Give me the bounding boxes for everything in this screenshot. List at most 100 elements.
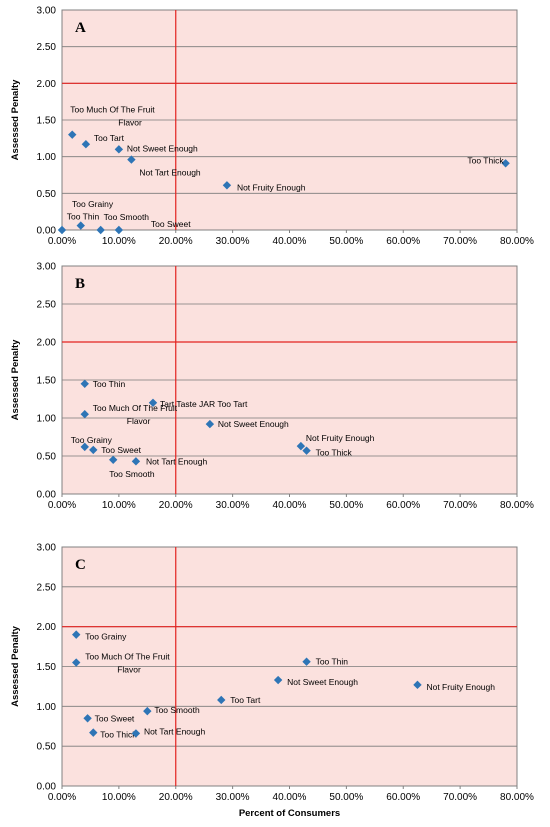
data-point-marker (114, 225, 124, 235)
x-tick-label: 70.00% (443, 792, 477, 803)
x-tick-label: 0.00% (48, 236, 76, 247)
y-tick-label: 3.00 (37, 262, 57, 273)
panel-letter: C (75, 557, 86, 573)
y-tick-label: 2.00 (37, 622, 57, 633)
data-point-label: Too Much Of The Fruit Flavor (93, 403, 178, 426)
x-tick-label: 30.00% (216, 792, 250, 803)
data-point-label: Not Tart Enough (139, 168, 201, 178)
data-point-label: Too Tart (94, 133, 125, 143)
y-axis-title: Assessed Penalty (10, 79, 21, 161)
data-point-marker (127, 155, 136, 164)
y-tick-label: 0.00 (37, 490, 57, 501)
x-tick-label: 80.00% (500, 500, 534, 511)
data-point-label: Too Thin (67, 212, 100, 222)
data-point-label: Too Smooth (154, 705, 200, 715)
data-point-marker (296, 441, 306, 451)
chart-panel-a: 0.00 0.50 1.00 1.50 2.00 2.50 3.00 0.00% 10.00% 2… (10, 6, 534, 248)
data-point-marker (114, 145, 124, 154)
x-tick-label: 50.00% (329, 236, 363, 247)
x-tick-label: 0.00% (48, 500, 76, 511)
data-point-marker (131, 457, 141, 466)
y-tick-label: 3.00 (37, 6, 57, 17)
data-point-label: Too Much Of The Fruit Flavor (70, 105, 155, 128)
data-point-marker (57, 225, 67, 235)
y-tick-label: 0.50 (37, 189, 57, 200)
data-point-marker (76, 221, 85, 230)
y-tick-label: 2.00 (37, 79, 57, 90)
x-tick-label: 60.00% (386, 500, 420, 511)
data-point-label: Too Much Of The Fruit Flavor (85, 652, 170, 675)
data-point-label: Not Tart Enough (146, 456, 208, 466)
y-tick-label: 0.00 (37, 782, 57, 793)
x-tick-label: 60.00% (386, 236, 420, 247)
data-point-label: Not Sweet Enough (287, 677, 358, 687)
data-point-marker (80, 442, 89, 452)
data-point-marker (68, 130, 77, 139)
x-tick-label: 80.00% (500, 236, 534, 247)
data-point-label: Too Thin (93, 379, 126, 389)
y-tick-label: 1.50 (37, 116, 57, 127)
data-point-marker (108, 455, 118, 464)
data-point-label: Not Fruity Enough (306, 433, 375, 443)
y-axis-title: Assessed Penalty (10, 625, 21, 707)
data-point-label: Too Smooth (104, 212, 150, 222)
x-tick-label: 50.00% (329, 500, 363, 511)
data-point-label: Too Grainy (71, 435, 113, 445)
x-tick-label: 40.00% (273, 500, 307, 511)
y-tick-label: 3.00 (37, 543, 57, 554)
data-point-label: Too Smooth (109, 469, 155, 479)
y-tick-label: 1.50 (37, 376, 57, 387)
data-point-marker (222, 181, 232, 190)
data-point-label: Too Sweet (101, 445, 141, 455)
y-tick-label: 2.50 (37, 582, 57, 593)
y-tick-label: 1.00 (37, 702, 57, 713)
x-tick-label: 10.00% (102, 236, 136, 247)
y-tick-label: 2.50 (37, 300, 57, 311)
data-point-label: Too Thick (100, 730, 137, 740)
chart-panel-b: 0.00 0.50 1.00 1.50 2.00 2.50 3.00 0.00% 10.00% 2… (10, 262, 534, 512)
data-point-label: Too Thin (316, 657, 349, 667)
y-axis-title: Assessed Penalty (10, 339, 21, 421)
x-tick-label: 30.00% (216, 500, 250, 511)
data-point-marker (80, 410, 89, 419)
x-tick-label: 20.00% (159, 236, 193, 247)
x-tick-label: 0.00% (48, 792, 76, 803)
data-point-label: Tart Taste JAR Too Tart (160, 399, 248, 409)
x-tick-label: 40.00% (273, 792, 307, 803)
x-tick-label: 80.00% (500, 792, 534, 803)
x-axis-title: Percent of Consumers (239, 808, 340, 819)
data-point-marker (148, 398, 158, 407)
x-tick-label: 10.00% (102, 500, 136, 511)
data-point-label: Too Grainy (72, 199, 114, 209)
panel-letter: A (75, 20, 86, 36)
data-point-marker (81, 140, 91, 149)
data-point-marker (89, 728, 98, 737)
data-point-label: Not Sweet Enough (218, 419, 289, 429)
chart-panel-c: 0.00 0.50 1.00 1.50 2.00 2.50 3.00 0.00% 10.00% 2… (10, 543, 534, 820)
y-tick-label: 1.50 (37, 662, 57, 673)
x-tick-label: 30.00% (216, 236, 250, 247)
y-tick-label: 2.00 (37, 338, 57, 349)
data-point-marker (143, 706, 152, 716)
x-tick-label: 60.00% (386, 792, 420, 803)
data-point-marker (413, 680, 422, 690)
data-point-label: Too Tart (230, 695, 261, 705)
data-point-marker (217, 695, 226, 705)
y-tick-label: 0.50 (37, 742, 57, 753)
data-point-marker (205, 419, 215, 429)
x-tick-label: 40.00% (273, 236, 307, 247)
x-tick-label: 20.00% (159, 792, 193, 803)
panel-letter: B (75, 276, 85, 292)
data-point-marker (96, 225, 105, 235)
data-point-marker (131, 729, 141, 738)
data-point-marker (501, 159, 510, 168)
data-point-label: Too Thick (316, 448, 353, 458)
x-tick-label: 20.00% (159, 500, 193, 511)
x-tick-label: 10.00% (102, 792, 136, 803)
data-point-label: Too Sweet (95, 713, 135, 723)
data-point-marker (80, 379, 89, 388)
x-tick-label: 50.00% (329, 792, 363, 803)
y-tick-label: 0.50 (37, 452, 57, 463)
y-tick-label: 2.50 (37, 42, 57, 53)
data-point-label: Not Fruity Enough (426, 682, 495, 692)
